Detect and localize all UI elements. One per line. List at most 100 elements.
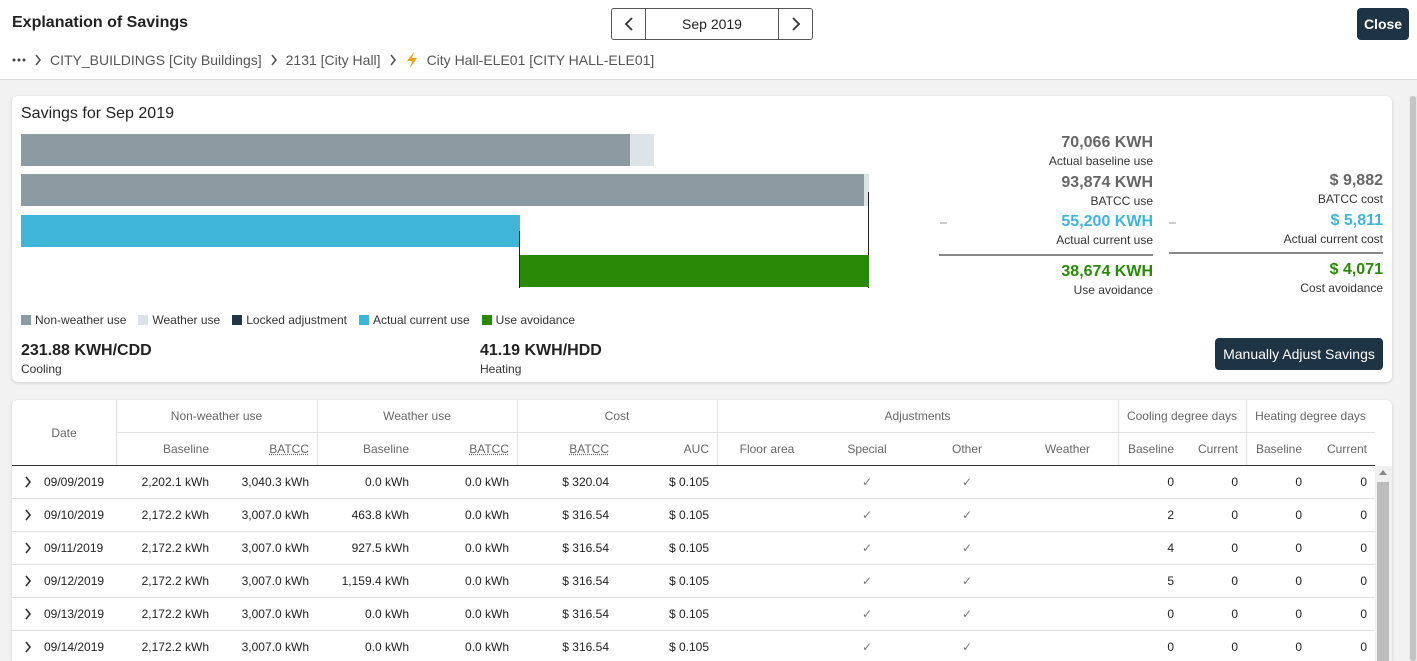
- expand-row-chevron-icon[interactable]: [20, 499, 36, 531]
- cell-other: ✓: [961, 541, 973, 555]
- cell-special: ✓: [861, 640, 873, 654]
- table-row[interactable]: 09/14/2019 2,172.2 kWh 3,007.0 kWh 0.0 kWh 0…: [12, 631, 1375, 661]
- header-cost: Cost: [604, 409, 630, 423]
- header-date[interactable]: Date: [51, 425, 77, 440]
- cell-cost-batcc: $ 316.54: [562, 607, 609, 621]
- cell-nw-batcc: 3,007.0 kWh: [241, 508, 309, 522]
- expand-row-chevron-icon[interactable]: [20, 631, 36, 661]
- savings-card: Savings for Sep 2019 70,066 KWH Actual b…: [12, 96, 1392, 382]
- header-w-batcc[interactable]: BATCC: [469, 441, 509, 456]
- cell-hdd-baseline: 0: [1295, 475, 1302, 489]
- daily-savings-table: Date Non-weather use Weather use Cost Ad…: [12, 400, 1392, 661]
- cell-cdd-current: 0: [1231, 475, 1238, 489]
- table-row[interactable]: 09/11/2019 2,172.2 kWh 3,007.0 kWh 927.5 kW…: [12, 532, 1375, 565]
- cell-hdd-baseline: 0: [1295, 607, 1302, 621]
- cell-w-batcc: 0.0 kWh: [464, 541, 509, 555]
- chevron-left-icon: [624, 17, 633, 31]
- header-weather-adjustment[interactable]: Weather: [1044, 441, 1091, 456]
- chevron-right-icon: [389, 54, 397, 66]
- cell-w-batcc: 0.0 kWh: [464, 640, 509, 654]
- header-other[interactable]: Other: [951, 441, 982, 456]
- page-scroll-thumb[interactable]: [1410, 96, 1416, 661]
- batcc-end-line: [868, 192, 869, 288]
- table-scrollbar[interactable]: [1375, 466, 1392, 661]
- minus-icon: [940, 222, 947, 224]
- cell-auc: $ 0.105: [668, 607, 709, 621]
- cell-cdd-current: 0: [1231, 508, 1238, 522]
- cost-avoidance-stat: $ 4,071 Cost avoidance: [1202, 261, 1383, 295]
- legend-locked-adjustment: Locked adjustment: [232, 313, 347, 327]
- cell-other: ✓: [961, 607, 973, 621]
- cell-auc: $ 0.105: [668, 640, 709, 654]
- breadcrumb-item-meter[interactable]: City Hall-ELE01 [CITY HALL-ELE01]: [426, 52, 655, 68]
- header-bar: Explanation of Savings Sep 2019 Close CI…: [0, 0, 1417, 80]
- table-row[interactable]: 09/09/2019 2,202.1 kWh 3,040.3 kWh 0.0 kWh 0…: [12, 466, 1375, 499]
- heating-label: Heating: [480, 362, 522, 376]
- header-cost-batcc[interactable]: BATCC: [569, 441, 609, 456]
- cell-w-baseline: 1,159.4 kWh: [341, 574, 409, 588]
- header-adjustments: Adjustments: [884, 409, 951, 423]
- header-auc[interactable]: AUC: [683, 441, 709, 456]
- batcc-use-value: 93,874 KWH: [1061, 174, 1153, 191]
- previous-month-button[interactable]: [612, 9, 646, 39]
- actual-current-use-stat: 55,200 KWH Actual current use: [972, 213, 1153, 247]
- legend-use-avoidance: Use avoidance: [481, 313, 575, 327]
- col-divider: [1118, 400, 1119, 465]
- more-icon[interactable]: [12, 58, 26, 62]
- header-w-baseline[interactable]: Baseline: [362, 441, 409, 456]
- header-floor-area[interactable]: Floor area: [739, 441, 795, 456]
- header-bottom: [12, 465, 1375, 466]
- manually-adjust-savings-button[interactable]: Manually Adjust Savings: [1215, 338, 1383, 370]
- breadcrumb-item-city-buildings[interactable]: CITY_BUILDINGS [City Buildings]: [50, 52, 262, 68]
- next-month-button[interactable]: [778, 9, 812, 39]
- table-row[interactable]: 09/10/2019 2,172.2 kWh 3,007.0 kWh 463.8 kW…: [12, 499, 1375, 532]
- cell-date: 09/11/2019: [44, 541, 104, 555]
- cost-avoidance-label: Cost avoidance: [1300, 281, 1383, 295]
- scroll-up-arrow-icon[interactable]: [1379, 470, 1387, 475]
- page-scrollbar[interactable]: [1409, 96, 1417, 661]
- header-nw-baseline[interactable]: Baseline: [162, 441, 209, 456]
- heating-metric: 41.19 KWH/HDD Heating: [480, 342, 602, 376]
- header-cdd-current[interactable]: Current: [1197, 441, 1238, 456]
- cell-date: 09/09/2019: [44, 475, 105, 489]
- cell-nw-baseline: 2,172.2 kWh: [141, 640, 209, 654]
- col-divider: [317, 400, 318, 465]
- close-button[interactable]: Close: [1357, 8, 1409, 40]
- cell-other: ✓: [961, 475, 973, 489]
- expand-row-chevron-icon[interactable]: [20, 565, 36, 597]
- cell-cdd-current: 0: [1231, 607, 1238, 621]
- cell-other: ✓: [961, 574, 973, 588]
- header-hdd-baseline[interactable]: Baseline: [1255, 441, 1302, 456]
- cell-nw-batcc: 3,007.0 kWh: [241, 541, 309, 555]
- expand-row-chevron-icon[interactable]: [20, 598, 36, 630]
- cell-cdd-current: 0: [1231, 541, 1238, 555]
- cell-nw-batcc: 3,040.3 kWh: [241, 475, 309, 489]
- cell-w-baseline: 463.8 kWh: [351, 508, 409, 522]
- batcc-cost-label: BATCC cost: [1317, 192, 1383, 206]
- header-hdd-current[interactable]: Current: [1326, 441, 1367, 456]
- cell-w-batcc: 0.0 kWh: [464, 475, 509, 489]
- scroll-thumb[interactable]: [1377, 482, 1389, 661]
- cell-hdd-current: 0: [1360, 508, 1367, 522]
- actual-baseline-label: Actual baseline use: [1048, 154, 1153, 168]
- header-special[interactable]: Special: [847, 441, 887, 456]
- table-row[interactable]: 09/12/2019 2,172.2 kWh 3,007.0 kWh 1,159.4 …: [12, 565, 1375, 598]
- use-avoidance-value: 38,674 KWH: [1061, 263, 1153, 280]
- cooling-metric: 231.88 KWH/CDD Cooling: [21, 342, 152, 376]
- header-nw-batcc[interactable]: BATCC: [269, 441, 309, 456]
- legend-weather-use: Weather use: [138, 313, 220, 327]
- expand-row-chevron-icon[interactable]: [20, 532, 36, 564]
- expand-row-chevron-icon[interactable]: [20, 466, 36, 498]
- cell-cost-batcc: $ 316.54: [562, 574, 609, 588]
- table-row[interactable]: 09/13/2019 2,172.2 kWh 3,007.0 kWh 0.0 kWh 0…: [12, 598, 1375, 631]
- header-cooling-degree-days: Cooling degree days: [1126, 409, 1238, 423]
- actual-current-use-value: 55,200 KWH: [1061, 213, 1153, 230]
- cell-hdd-baseline: 0: [1295, 640, 1302, 654]
- use-avoidance-stat: 38,674 KWH Use avoidance: [972, 263, 1153, 297]
- header-cdd-baseline[interactable]: Baseline: [1127, 441, 1174, 456]
- chevron-right-icon: [791, 17, 800, 31]
- breadcrumb-item-city-hall[interactable]: 2131 [City Hall]: [285, 52, 381, 68]
- cell-special: ✓: [861, 574, 873, 588]
- cell-cdd-current: 0: [1231, 574, 1238, 588]
- header-weather-use: Weather use: [383, 409, 451, 423]
